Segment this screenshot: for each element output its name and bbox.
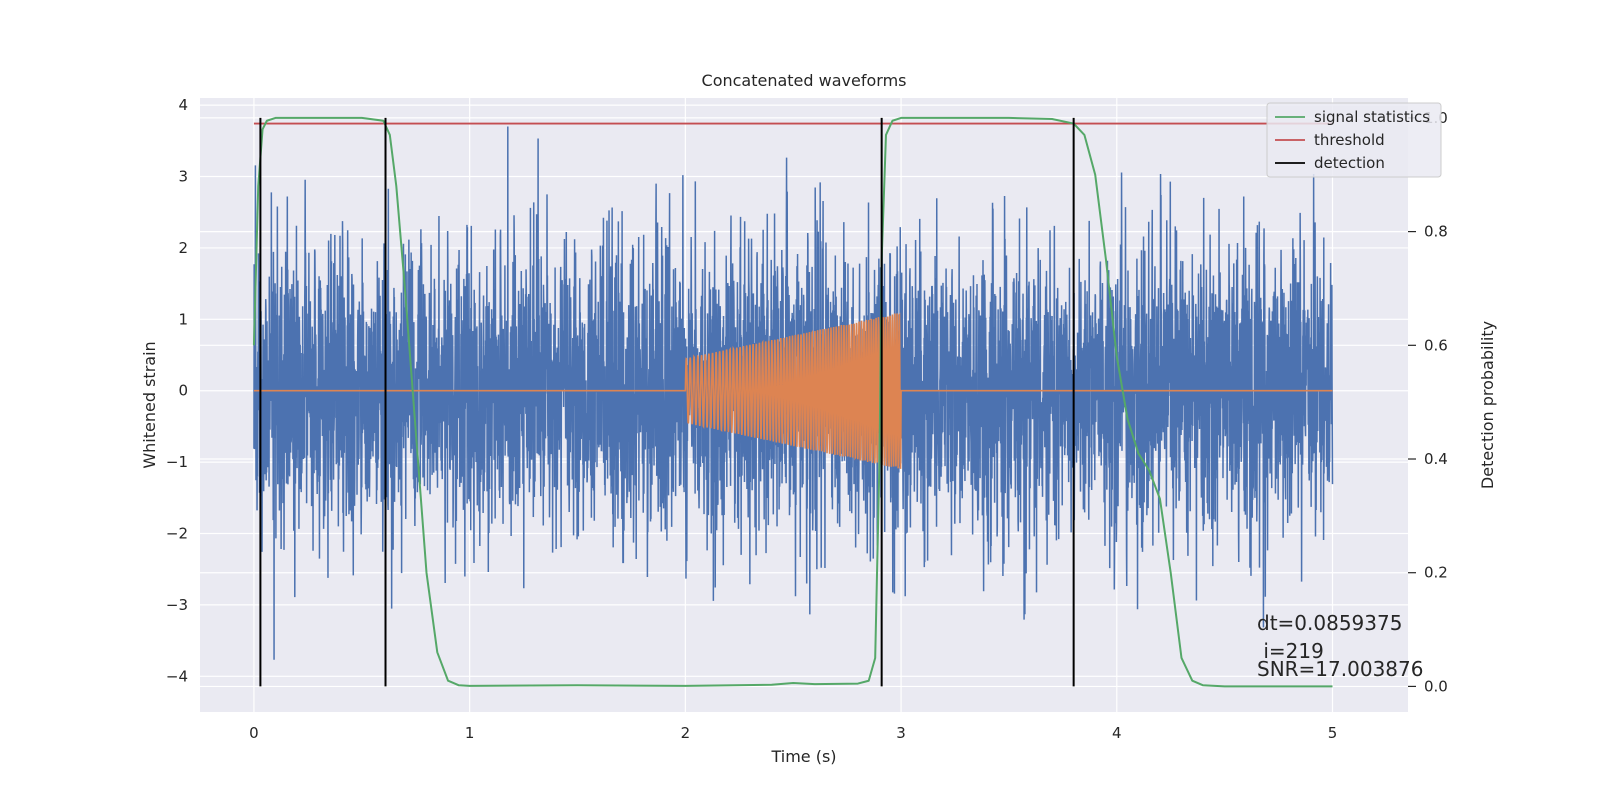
y-tick-label-2: −2 — [166, 525, 188, 543]
y-right-tick-label-0: 0.0 — [1424, 677, 1448, 695]
y-tick-label-7: 3 — [178, 168, 188, 186]
x-tick-label-0: 0 — [249, 724, 259, 742]
series-injected-chirp — [253, 312, 1333, 469]
y-right-tick-label-2: 0.4 — [1424, 450, 1448, 468]
y-tick-label-1: −3 — [166, 596, 188, 614]
y-tick-label-4: 0 — [178, 382, 188, 400]
y-right-tick-label-1: 0.2 — [1424, 564, 1448, 582]
annotations: dt=0.0859375 i=219 SNR=17.003876 — [1257, 611, 1423, 681]
series-layer — [252, 116, 1334, 688]
x-tick-label-3: 3 — [896, 724, 906, 742]
y-tick-label-5: 1 — [178, 310, 188, 328]
chart-title: Concatenated waveforms — [702, 71, 907, 90]
y-right-tick-label-3: 0.6 — [1424, 336, 1448, 354]
annotation-snr: SNR=17.003876 — [1257, 657, 1423, 681]
legend-label-threshold: threshold — [1314, 131, 1385, 149]
y-axis-label: Whitened strain — [140, 341, 159, 468]
legend-label-signal-statistics: signal statistics — [1314, 108, 1430, 126]
y-right-axis-label: Detection probability — [1478, 321, 1497, 489]
legend: signal statistics threshold detection — [1266, 102, 1442, 178]
x-tick-label-4: 4 — [1112, 724, 1122, 742]
x-tick-label-5: 5 — [1328, 724, 1338, 742]
annotation-index: i=219 — [1257, 639, 1324, 663]
series-signal-statistics — [252, 116, 1333, 688]
legend-label-detection: detection — [1314, 154, 1385, 172]
annotation-dt: dt=0.0859375 — [1257, 611, 1402, 635]
x-axis-label: Time (s) — [770, 747, 836, 766]
y-tick-label-6: 2 — [178, 239, 188, 257]
y-right-tick-label-4: 0.8 — [1424, 223, 1448, 241]
y-tick-label-8: 4 — [178, 96, 188, 114]
y-tick-label-3: −1 — [166, 453, 188, 471]
series-whitened-strain — [253, 126, 1334, 660]
x-tick-label-1: 1 — [465, 724, 475, 742]
legend-box — [1266, 102, 1442, 178]
x-tick-label-2: 2 — [681, 724, 691, 742]
y-tick-label-0: −4 — [166, 667, 188, 685]
